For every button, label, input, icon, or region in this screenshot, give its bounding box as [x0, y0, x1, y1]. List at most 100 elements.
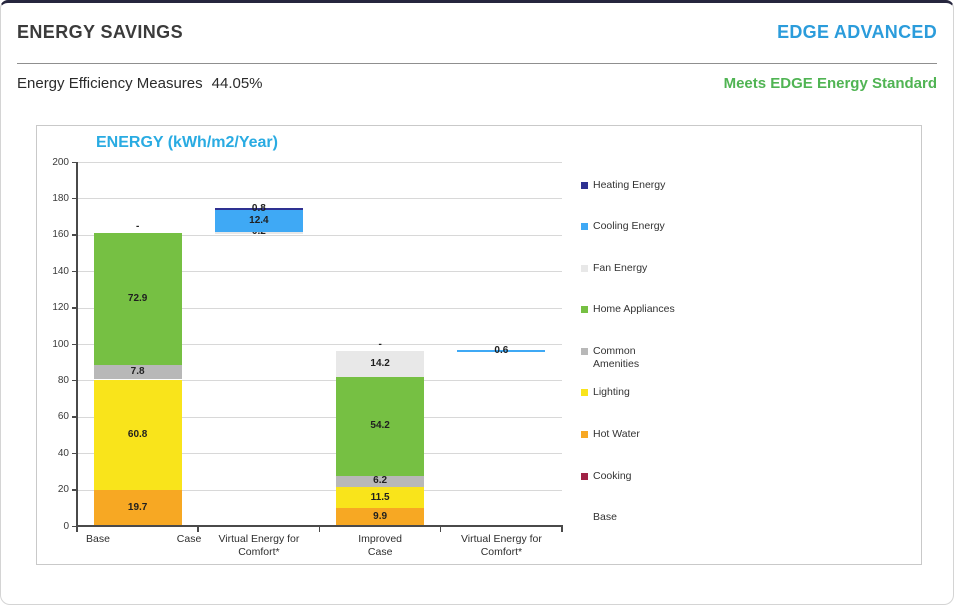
x-label-virtual-energy-for-comfort-: Virtual Energy for Comfort*	[198, 533, 319, 559]
bar-segment-hot-water	[93, 490, 182, 526]
gridline	[77, 453, 562, 455]
bar-segment-cooling-energy	[457, 350, 546, 353]
y-axis	[76, 162, 78, 526]
y-tick-label: 180	[52, 192, 69, 204]
legend-label: Base	[593, 511, 617, 523]
x-tick-mark	[439, 527, 442, 532]
x-label-virtual-energy-for-comfort-: Virtual Energy for Comfort*	[441, 533, 562, 559]
bar-segment-label: 0.6	[494, 344, 509, 356]
bar-segment-label: 0.8	[251, 203, 266, 214]
cooling-energy-swatch-icon	[581, 223, 588, 230]
y-tick-label: 140	[52, 265, 69, 277]
status-badge: Meets EDGE Energy Standard	[723, 75, 937, 92]
y-tick-label: 200	[52, 156, 69, 168]
chart-area: ENERGY (kWh/m2/Year) 0 20 40 60 80 100 120 140 1…	[36, 125, 922, 565]
gridline	[77, 162, 562, 163]
x-label-line: Comfort*	[238, 546, 280, 558]
bar-segment-lighting	[336, 487, 425, 508]
base-swatch-icon	[581, 514, 588, 521]
legend-label: Common Amenities	[593, 345, 640, 370]
y-tick-mark	[72, 379, 77, 382]
legend-item-home-appliances: Home Appliances	[581, 303, 711, 316]
legend-item-fan-energy: Fan Energy	[581, 262, 711, 275]
x-label-improved-case: Improved Case	[320, 533, 441, 559]
y-tick-mark	[72, 416, 77, 418]
x-axis	[76, 525, 563, 527]
bar-segment-cooling-energy	[214, 209, 303, 233]
bar-segment-label: 54.2	[370, 420, 390, 432]
bar-segment-label: 7.8	[130, 366, 145, 378]
legend-label: Fan Energy	[593, 262, 648, 274]
cooking-swatch-icon	[581, 473, 588, 480]
hot-water-swatch-icon	[581, 431, 588, 438]
y-tick-label: 0	[63, 520, 69, 532]
efficiency-measures: Energy Efficiency Measures 44.05%	[17, 75, 263, 92]
gridline	[77, 198, 562, 200]
heating-energy-swatch-icon	[581, 182, 588, 189]
bar-segment-label: 60.8	[127, 428, 148, 440]
legend-item-cooking: Cooking	[581, 470, 711, 483]
y-tick-label: 80	[57, 374, 69, 386]
legend-label: Home Appliances	[593, 303, 675, 315]
header: ENERGY SAVINGS EDGE ADVANCED	[17, 22, 937, 43]
y-tick-label: 60	[57, 411, 69, 423]
common-amenities-swatch-icon	[581, 348, 588, 355]
bar-segment-label: 11.5	[370, 491, 390, 503]
bar-segment-fan-energy	[336, 351, 425, 378]
y-tick-mark	[72, 307, 77, 309]
gridline	[77, 416, 562, 418]
lighting-swatch-icon	[581, 389, 588, 396]
y-tick-mark	[72, 343, 77, 345]
home-appliances-swatch-icon	[581, 306, 588, 313]
y-tick-mark	[72, 525, 77, 527]
x-label-line: Improved	[358, 533, 403, 545]
bar-segment-label: 14.2	[370, 358, 390, 370]
bar-segment-home-appliances	[336, 377, 425, 476]
efficiency-measures-value: 44.05%	[211, 75, 263, 92]
x-tick-mark	[561, 527, 563, 532]
legend-label: Cooling Energy	[593, 220, 665, 232]
bar-segment-label: 19.7	[127, 502, 148, 514]
bar-segment-home-appliances	[93, 232, 182, 366]
y-tick-mark	[72, 234, 77, 236]
legend-item-common-amenities: Common Amenities	[581, 345, 711, 370]
x-tick-mark	[318, 527, 320, 532]
efficiency-measures-label: Energy Efficiency Measures	[17, 75, 203, 92]
bar-segment-label: 9.9	[373, 511, 388, 522]
x-label-line: Case	[367, 546, 393, 558]
legend-label: Cooking	[593, 470, 632, 482]
gridline	[77, 307, 562, 309]
y-tick-label: 100	[52, 338, 69, 350]
subheader: Energy Efficiency Measures 44.05% Meets …	[17, 75, 937, 92]
bar-segment-label: 72.9	[127, 293, 148, 304]
y-tick-mark	[72, 197, 77, 200]
legend-item-hot-water: Hot Water	[581, 428, 711, 441]
gridline	[77, 271, 562, 273]
y-tick-mark	[72, 270, 77, 273]
bar-segment-heating-energy	[214, 208, 303, 211]
gridline	[77, 489, 562, 491]
legend-item-lighting: Lighting	[581, 386, 711, 399]
x-label-case: Case	[176, 533, 202, 545]
chart-title: ENERGY (kWh/m2/Year)	[96, 134, 278, 151]
bar-segment-label: 12.4	[249, 215, 269, 226]
header-divider	[17, 63, 937, 64]
x-label-line: Virtual Energy for	[218, 533, 300, 545]
legend-label: Heating Energy	[593, 179, 666, 191]
legend-label: Hot Water	[593, 428, 640, 440]
fan-energy-swatch-icon	[581, 265, 588, 272]
bar-segment-label: 6.2	[373, 475, 388, 487]
bar-top-label: -	[135, 220, 140, 232]
x-tick-mark	[197, 527, 199, 532]
legend-item-cooling-energy: Cooling Energy	[581, 220, 711, 233]
gridline	[77, 380, 562, 382]
x-label-base: Base	[86, 533, 110, 545]
bar-segment-common-amenities	[93, 365, 182, 380]
y-tick-label: 120	[52, 302, 69, 314]
y-tick-mark	[72, 489, 77, 491]
x-label-line: Virtual Energy for	[460, 533, 542, 545]
y-tick-label: 20	[57, 484, 69, 496]
legend-item-base: Base	[581, 511, 711, 524]
x-label-line: Comfort*	[480, 546, 523, 558]
